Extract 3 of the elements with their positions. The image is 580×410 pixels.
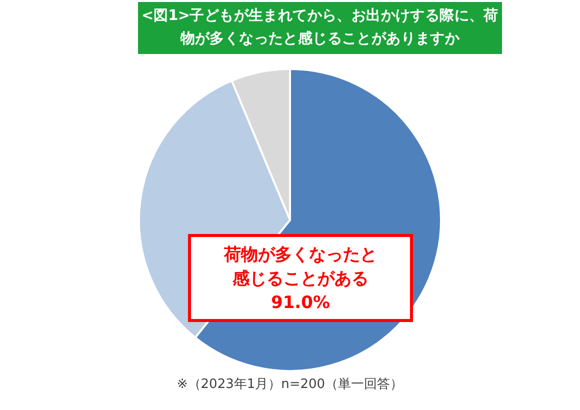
- chart-title: <図1>子どもが生まれてから、お出かけする際に、荷物が多くなったと感じることがありますか: [138, 2, 502, 54]
- text: 荷物が多くなったと感じることがある91.0%: [188, 234, 413, 322]
- text: ※（2023年1月）n=200（単一回答）: [176, 376, 404, 393]
